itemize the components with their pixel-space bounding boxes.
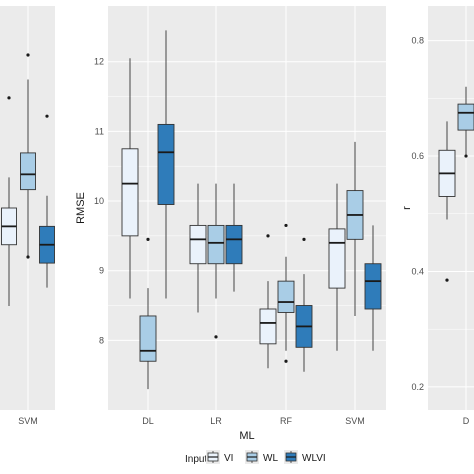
x-tick-label: SVM: [18, 416, 38, 426]
x-tick-label: RF: [280, 416, 292, 426]
box-wl-svm: [346, 141, 364, 316]
panels: SVM 8 9 10 11 12 DL LR RF SVM RMSE ML 0.2 0.4 0.6 0.8 Dr: [0, 6, 474, 442]
legend-label: VI: [224, 453, 233, 464]
outlier-point: [284, 359, 288, 363]
y-tick-label: 10: [94, 196, 104, 206]
legend-title: Input: [185, 454, 207, 465]
legend-item-wl: WL: [245, 450, 278, 464]
box-vi-lr: [189, 183, 207, 313]
y-tick-label: 0.6: [411, 151, 424, 161]
outlier-point: [146, 237, 150, 241]
y-tick-label: 0.4: [411, 266, 424, 276]
box-wl-svm: [20, 53, 36, 259]
legend-item-vi: VI: [206, 450, 233, 464]
outlier-point: [445, 278, 449, 282]
outlier-point: [266, 234, 270, 238]
box-iqr: [328, 228, 346, 289]
box-iqr: [20, 152, 36, 191]
x-tick-label: DL: [142, 416, 154, 426]
legend: Input VI WL WLVI: [185, 450, 326, 465]
box-iqr: [139, 315, 157, 362]
box-wl-dl: [139, 237, 157, 390]
box-iqr: [189, 224, 207, 265]
box-iqr: [157, 123, 175, 205]
panel-middle: 8 9 10 11 12 DL LR RF SVM RMSE ML: [75, 6, 386, 442]
y-tick-label: 0.8: [411, 36, 424, 46]
box-wlvi-svm: [364, 225, 382, 351]
box-vi-rf: [259, 234, 277, 369]
box-iqr: [364, 263, 382, 310]
box-iqr: [277, 280, 295, 313]
outlier-point: [26, 53, 30, 57]
box-wlvi-rf: [295, 237, 313, 372]
box-iqr: [225, 224, 243, 265]
x-tick-label: D: [463, 416, 470, 426]
outlier-point: [284, 223, 288, 228]
box-wl-d: [457, 86, 474, 158]
box-wl-lr: [207, 183, 225, 339]
outlier-point: [45, 114, 49, 118]
y-tick-label: 8: [99, 335, 104, 345]
y-tick-label: 9: [99, 266, 104, 276]
legend-label: WL: [263, 453, 278, 464]
y-tick-label: 12: [94, 57, 104, 67]
box-wlvi-lr: [225, 183, 243, 292]
x-tick-label: LR: [210, 416, 222, 426]
box-iqr: [259, 308, 277, 345]
y-tick-label: 11: [95, 126, 104, 136]
legend-item-wlvi: WLVI: [284, 450, 326, 464]
boxes-group: [1, 53, 55, 306]
panel-background: [428, 6, 474, 410]
y-axis-label: RMSE: [75, 192, 87, 224]
legend-label: WLVI: [302, 453, 326, 464]
box-wlvi-svm: [39, 114, 55, 288]
x-axis-label: ML: [239, 430, 254, 442]
y-axis-label: r: [401, 206, 413, 210]
outlier-point: [464, 154, 468, 158]
box-iqr: [121, 148, 139, 237]
x-tick-label: SVM: [345, 416, 365, 426]
boxes-group: [438, 86, 474, 282]
y-tick-label: 0.2: [411, 382, 424, 392]
outlier-point: [26, 255, 30, 259]
box-iqr: [207, 224, 225, 265]
box-vi-svm: [1, 96, 17, 306]
outlier-point: [7, 96, 11, 100]
box-vi-svm: [328, 183, 346, 351]
box-wl-rf: [277, 223, 295, 363]
box-vi-dl: [121, 58, 139, 299]
outlier-point: [302, 237, 306, 241]
panel-right-cropped: 0.2 0.4 0.6 0.8 Dr: [401, 6, 474, 426]
outlier-point: [214, 335, 218, 339]
box-wlvi-dl: [157, 30, 175, 299]
box-iqr: [457, 103, 474, 131]
panel-left-cropped: SVM: [0, 6, 55, 426]
box-vi-d: [438, 121, 456, 282]
boxes-group: [121, 30, 382, 390]
